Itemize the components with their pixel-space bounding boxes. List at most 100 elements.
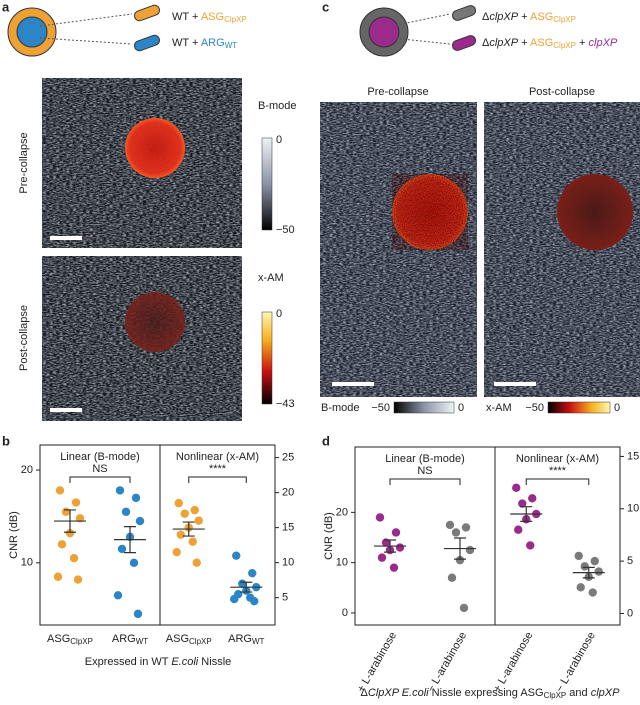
y-tick-label: 10 (627, 503, 639, 515)
data-point (250, 596, 259, 606)
panel-letter: a (2, 0, 10, 14)
data-point (512, 483, 521, 493)
y-tick-label: 0 (342, 607, 348, 619)
colorbar (261, 311, 273, 405)
x-tick-label-main: ASG (166, 633, 189, 645)
y-tick-label: 5 (282, 592, 288, 604)
y-tick-label: 25 (282, 452, 294, 464)
colorbar-label: B-mode (258, 100, 297, 112)
colorbar-tick: 0 (276, 134, 282, 146)
data-point (588, 588, 597, 597)
error-bar (240, 581, 253, 593)
x-tick-label: + L-arabinose (355, 630, 399, 695)
data-point (391, 528, 401, 537)
panel-letter: d (322, 433, 330, 448)
data-point (57, 540, 67, 549)
data-point (131, 493, 141, 503)
x-tick-label-main: ASG (47, 633, 70, 645)
data-point (129, 558, 139, 568)
data-point (389, 563, 399, 572)
annotation: **** (209, 463, 227, 475)
data-point (518, 499, 527, 508)
error-bar (520, 506, 533, 522)
plot-frame (159, 444, 276, 626)
colorbar-label: x-AM (258, 272, 284, 284)
x-tick-label: − L-arabinose (425, 630, 469, 695)
annotation: **** (549, 465, 567, 477)
error-bar (182, 521, 195, 537)
data-point (576, 583, 585, 592)
significance-bracket (188, 476, 247, 483)
x-tick-label: ARGWT (112, 633, 148, 646)
chart-title: Nonlinear (x-AM) (176, 451, 259, 463)
error-bar (384, 539, 396, 553)
x-tick-label: ASGClpXP (166, 633, 212, 646)
data-point (174, 498, 183, 508)
y-axis-label: CNR (dB) (323, 512, 335, 560)
panel-letter: b (2, 433, 10, 448)
x-tick-label-subscript: ClpXP (189, 637, 212, 646)
data-point (180, 509, 189, 518)
x-tick-label-main: ARG (228, 633, 252, 645)
data-point (445, 520, 455, 530)
image-label: Pre-collapse (367, 86, 428, 98)
annotation: NS (417, 465, 432, 477)
y-tick-label: 5 (627, 555, 633, 567)
data-point (580, 562, 589, 571)
annotation: NS (92, 463, 107, 475)
y-tick-label: 10 (336, 557, 348, 569)
x-axis-label: ΔClpXP E.coli Nissle expressing ASGClpXP… (361, 687, 621, 700)
data-point (69, 553, 79, 563)
data-point (248, 568, 257, 578)
data-point (188, 537, 197, 546)
data-point (71, 498, 81, 507)
colorbar (547, 401, 611, 414)
data-point (121, 507, 131, 517)
significance-bracket (389, 478, 461, 485)
data-point (190, 505, 199, 515)
chart-title: Linear (B-mode) (385, 453, 464, 465)
data-point (232, 551, 241, 560)
data-point (115, 486, 125, 495)
colorbar-tick: 0 (276, 308, 282, 320)
y-tick-label: 10 (282, 557, 294, 569)
data-point (65, 528, 75, 538)
x-tick-label: − L-arabinose (554, 630, 598, 695)
data-point (526, 541, 535, 550)
data-point (75, 514, 85, 523)
ultrasound-image (320, 102, 477, 397)
ultrasound-image (42, 78, 242, 248)
data-point (465, 545, 475, 555)
x-tick-label-subscript: ClpXP (70, 637, 93, 646)
data-point (590, 556, 599, 566)
colorbar-tick: 0 (458, 402, 464, 414)
data-point (192, 558, 201, 567)
data-point (455, 555, 465, 565)
data-point (451, 528, 461, 537)
y-tick-label: 15 (282, 522, 294, 534)
error-bar (454, 537, 466, 560)
significance-bracket (69, 476, 131, 483)
y-tick-label: 20 (21, 464, 33, 476)
y-tick-label: 20 (336, 506, 348, 518)
data-point (55, 486, 65, 495)
colorbar-tick: 0 (614, 402, 620, 414)
colorbar-label: x-AM (486, 402, 512, 414)
data-point (594, 567, 603, 576)
chart-title: Linear (B-mode) (60, 451, 139, 463)
ultrasound-image (484, 102, 640, 397)
data-point (172, 547, 181, 557)
data-point (53, 572, 63, 581)
colorbar-tick: −50 (276, 224, 295, 236)
legend-text: ΔclpXP + ASGClpXP + clpXP (482, 37, 618, 50)
data-point (514, 525, 523, 534)
legend-text: WT + ARGWT (172, 37, 237, 50)
significance-bracket (525, 478, 590, 485)
y-tick-label: 20 (282, 487, 294, 499)
data-point (459, 603, 469, 613)
data-point (447, 573, 457, 582)
x-tick-label: + L-arabinose (491, 630, 535, 695)
data-point (395, 543, 405, 552)
data-point (377, 553, 387, 562)
